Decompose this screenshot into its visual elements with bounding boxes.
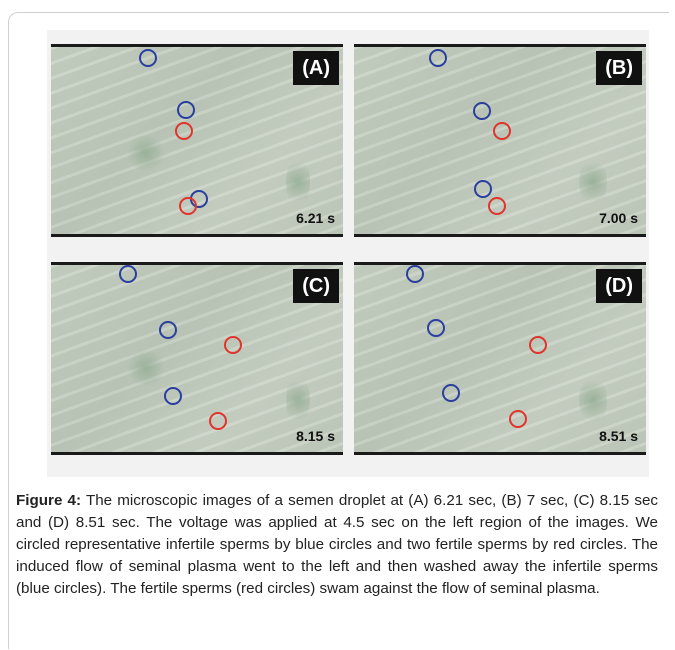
panel-label: (B) [596,51,642,85]
timestamp: 8.15 s [296,428,335,444]
cell-blob [286,375,310,425]
fertile-sperm-circle [209,412,227,430]
fertile-sperm-circle [179,197,197,215]
figure-image-grid: (A) 6.21 s (B) 7.00 s (C) 8.15 s (D) [47,30,649,477]
infertile-sperm-circle [159,321,177,339]
panel-d: (D) 8.51 s [354,262,646,455]
timestamp: 6.21 s [296,210,335,226]
infertile-sperm-circle [177,101,195,119]
fertile-sperm-circle [224,336,242,354]
infertile-sperm-circle [427,319,445,337]
panel-label: (A) [293,51,339,85]
fertile-sperm-circle [175,122,193,140]
timestamp: 7.00 s [599,210,638,226]
infertile-sperm-circle [473,102,491,120]
infertile-sperm-circle [474,180,492,198]
panel-label: (C) [293,269,339,303]
cell-blob [286,157,310,207]
infertile-sperm-circle [429,49,447,67]
fertile-sperm-circle [529,336,547,354]
panel-label: (D) [596,269,642,303]
infertile-sperm-circle [406,265,424,283]
cell-blob [126,135,166,171]
fertile-sperm-circle [509,410,527,428]
figure-caption: Figure 4: The microscopic images of a se… [16,490,658,600]
cell-blob [579,375,607,425]
figure-frame [8,12,669,649]
fertile-sperm-circle [493,122,511,140]
infertile-sperm-circle [442,384,460,402]
fertile-sperm-circle [488,197,506,215]
timestamp: 8.51 s [599,428,638,444]
cell-blob [126,350,166,386]
infertile-sperm-circle [119,265,137,283]
cell-blob [579,157,607,207]
figure-caption-label: Figure 4: [16,492,82,509]
infertile-sperm-circle [139,49,157,67]
figure-caption-text: The microscopic images of a semen drople… [16,492,658,597]
panel-c: (C) 8.15 s [51,262,343,455]
panel-a: (A) 6.21 s [51,44,343,237]
infertile-sperm-circle [164,387,182,405]
panel-b: (B) 7.00 s [354,44,646,237]
